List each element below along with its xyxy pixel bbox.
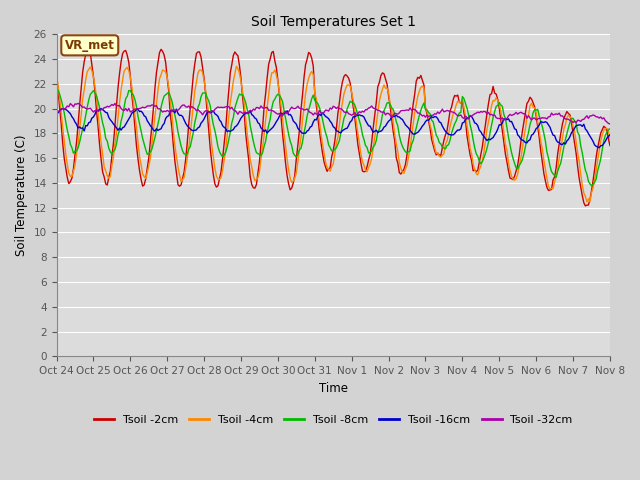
Tsoil -2cm	[68, 175, 76, 181]
Tsoil -16cm	[388, 114, 396, 120]
Tsoil -32cm	[68, 102, 76, 108]
Line: Tsoil -4cm: Tsoil -4cm	[56, 66, 610, 202]
Tsoil -8cm	[540, 131, 548, 136]
Legend: Tsoil -2cm, Tsoil -4cm, Tsoil -8cm, Tsoil -16cm, Tsoil -32cm: Tsoil -2cm, Tsoil -4cm, Tsoil -8cm, Tsoi…	[90, 410, 577, 429]
Tsoil -32cm	[157, 107, 165, 113]
Tsoil -16cm	[97, 106, 105, 111]
Tsoil -8cm	[52, 89, 60, 95]
Tsoil -2cm	[157, 47, 165, 52]
Tsoil -2cm	[400, 167, 408, 172]
Tsoil -4cm	[400, 170, 408, 176]
Title: Soil Temperatures Set 1: Soil Temperatures Set 1	[251, 15, 416, 29]
Tsoil -32cm	[52, 107, 60, 113]
Tsoil -4cm	[606, 136, 614, 142]
Tsoil -2cm	[540, 170, 548, 176]
Line: Tsoil -8cm: Tsoil -8cm	[56, 90, 610, 186]
Tsoil -8cm	[54, 87, 62, 93]
Tsoil -32cm	[400, 108, 408, 113]
Tsoil -32cm	[369, 105, 377, 111]
Line: Tsoil -32cm: Tsoil -32cm	[56, 103, 610, 124]
Tsoil -8cm	[70, 150, 77, 156]
Tsoil -4cm	[52, 71, 60, 77]
Tsoil -8cm	[157, 104, 165, 110]
Tsoil -4cm	[540, 157, 548, 163]
Tsoil -2cm	[83, 43, 91, 48]
Tsoil -32cm	[74, 100, 82, 106]
Tsoil -32cm	[540, 115, 548, 121]
Tsoil -2cm	[52, 71, 60, 77]
Tsoil -4cm	[232, 63, 240, 69]
Tsoil -4cm	[583, 199, 591, 205]
Tsoil -8cm	[400, 146, 408, 152]
Tsoil -16cm	[606, 132, 614, 138]
Tsoil -2cm	[606, 143, 614, 148]
Text: VR_met: VR_met	[65, 39, 115, 52]
Tsoil -2cm	[388, 117, 396, 122]
Tsoil -32cm	[606, 121, 614, 127]
Tsoil -4cm	[369, 144, 377, 150]
Tsoil -16cm	[400, 120, 408, 125]
Tsoil -2cm	[582, 203, 589, 209]
Tsoil -8cm	[588, 183, 595, 189]
Tsoil -8cm	[369, 144, 377, 150]
Tsoil -16cm	[68, 114, 76, 120]
Tsoil -4cm	[68, 173, 76, 179]
Tsoil -4cm	[156, 76, 163, 82]
Tsoil -16cm	[157, 126, 165, 132]
Tsoil -16cm	[52, 111, 60, 117]
Tsoil -4cm	[388, 107, 396, 113]
Tsoil -2cm	[369, 125, 377, 131]
Tsoil -8cm	[388, 105, 396, 110]
Tsoil -16cm	[369, 129, 377, 135]
Line: Tsoil -16cm: Tsoil -16cm	[56, 108, 610, 148]
Tsoil -16cm	[595, 145, 603, 151]
Y-axis label: Soil Temperature (C): Soil Temperature (C)	[15, 134, 28, 256]
Tsoil -16cm	[540, 120, 548, 125]
Tsoil -32cm	[388, 114, 396, 120]
Tsoil -8cm	[606, 126, 614, 132]
X-axis label: Time: Time	[319, 382, 348, 395]
Line: Tsoil -2cm: Tsoil -2cm	[56, 46, 610, 206]
